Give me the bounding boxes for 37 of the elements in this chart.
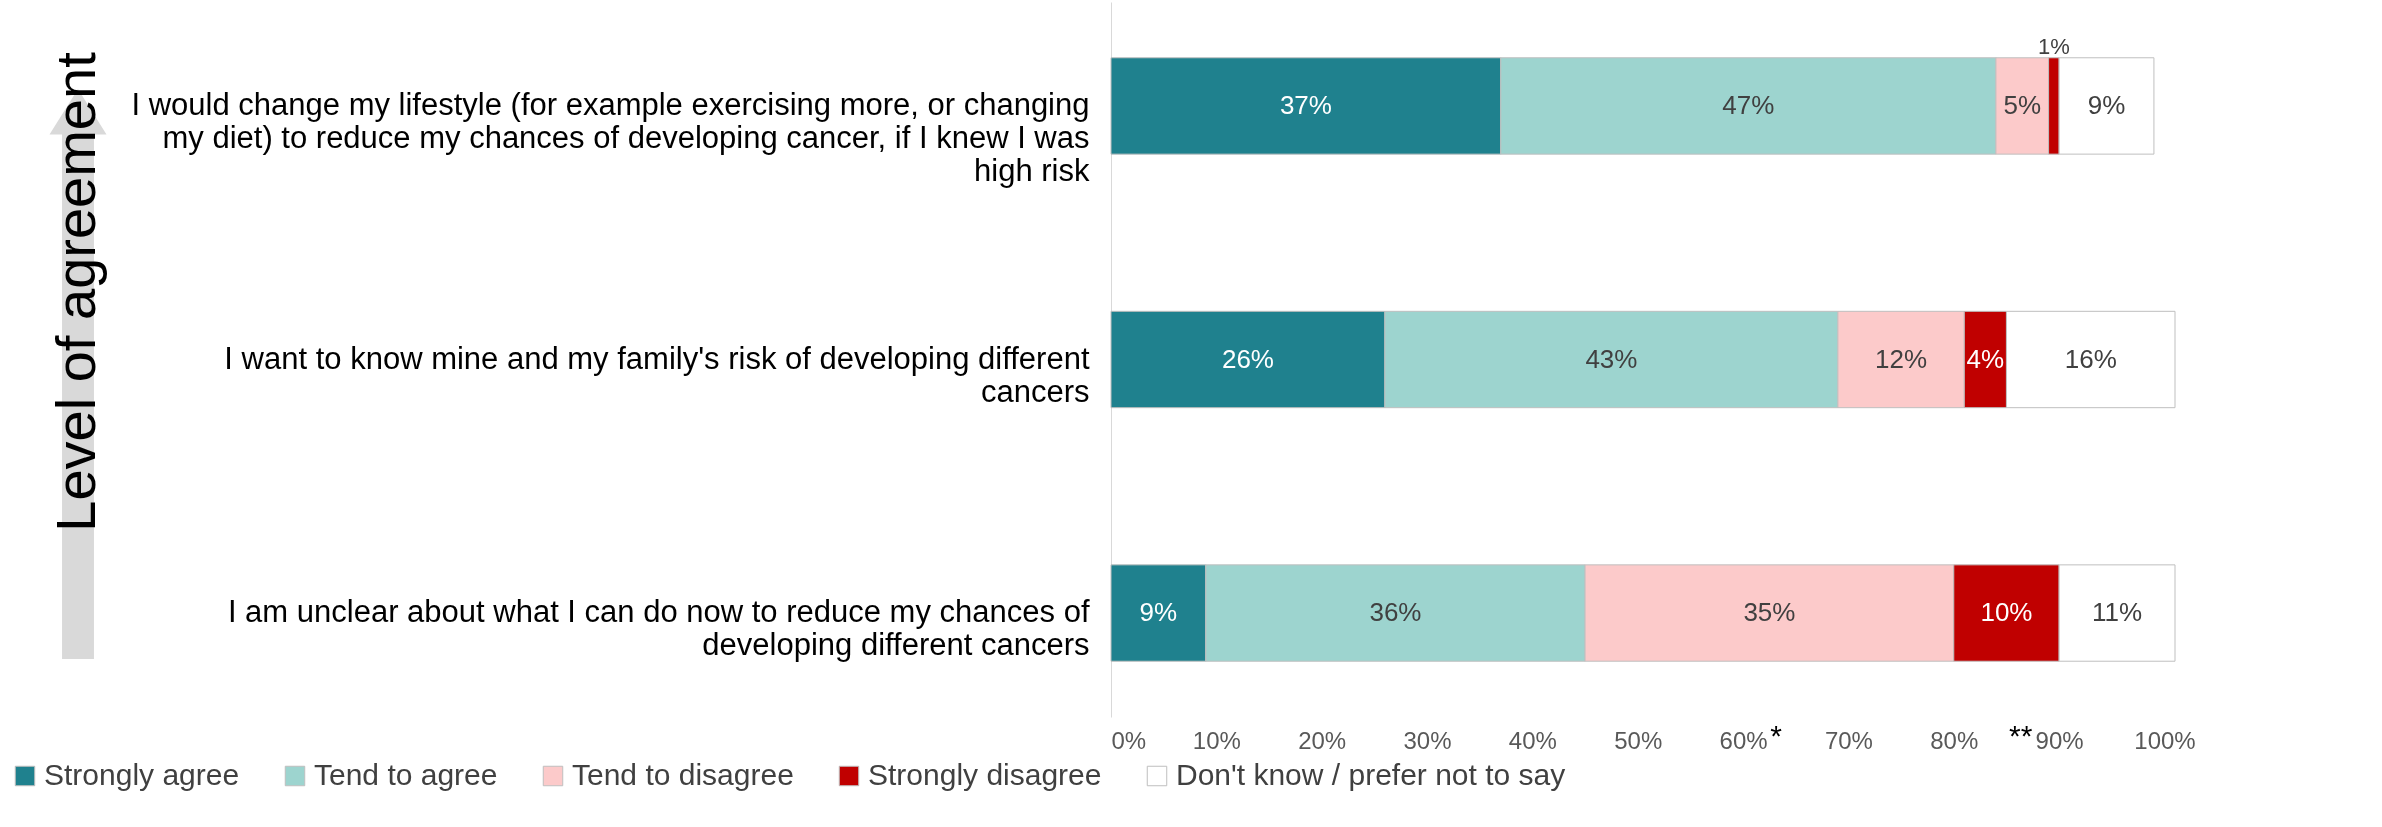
text: 37% — [1279, 89, 1332, 120]
text: 11% — [2092, 597, 2143, 628]
x-tick-label: 10% — [1192, 726, 1241, 754]
x-tick-label: 0% — [1111, 726, 1147, 754]
text: 9% — [2087, 89, 2126, 120]
x-tick-label: 60% — [1719, 726, 1768, 754]
x-tick-label: 100% — [2134, 726, 2196, 754]
y-tick-label: I want to know mine and my family's risk of developing different cancers — [224, 340, 1090, 409]
text: 9% — [1139, 597, 1178, 628]
text: 5% — [2003, 89, 2042, 120]
text: 1% — [2037, 33, 2070, 59]
text: 43% — [1585, 343, 1638, 374]
legend-label: Strongly agree — [44, 758, 240, 791]
text: 36% — [1369, 597, 1422, 628]
text: 12% — [1875, 343, 1928, 374]
y-axis-title: Level of agreement — [44, 51, 107, 532]
x-tick-label: 30% — [1403, 726, 1452, 754]
legend-label: Don't know / prefer not to say — [1176, 758, 1566, 791]
x-tick-label: 40% — [1508, 726, 1557, 754]
text: * — [1770, 719, 1783, 752]
x-tick-label: 50% — [1614, 726, 1663, 754]
x-tick-label: 20% — [1298, 726, 1347, 754]
x-tick-label: 90% — [2035, 726, 2084, 754]
text: 10% — [1980, 597, 2033, 628]
text: 16% — [2064, 343, 2117, 374]
text: 4% — [1966, 343, 2005, 374]
y-tick-label: I am unclear about what I can do now to reduce my chances of developing different cancers — [227, 594, 1090, 663]
text: 35% — [1743, 597, 1796, 628]
text: 26% — [1221, 343, 1274, 374]
legend-label: Tend to disagree — [572, 758, 794, 791]
legend-label: Strongly disagree — [868, 758, 1102, 791]
x-tick-label: 70% — [1824, 726, 1873, 754]
text: ** — [2009, 719, 2033, 752]
text: 47% — [1722, 89, 1775, 120]
x-tick-label: 80% — [1930, 726, 1979, 754]
legend-label: Tend to agree — [314, 758, 498, 791]
y-tick-label: I would change my lifestyle (for example exercising more, or changing my diet) to reduce my chances of developing cancer, if I knew I was high risk — [131, 86, 1090, 188]
